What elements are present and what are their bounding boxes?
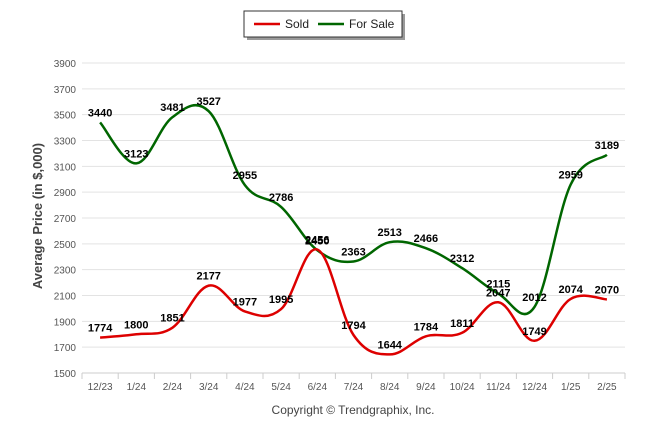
data-label-sold: 1784: [414, 321, 439, 333]
data-label-for-sale: 2786: [269, 192, 293, 204]
data-label-sold: 1749: [522, 326, 546, 338]
legend-label-for-sale: For Sale: [349, 17, 395, 31]
data-label-sold: 1644: [377, 339, 402, 351]
y-tick-label: 1500: [54, 369, 77, 380]
x-tick-label: 6/24: [308, 382, 328, 393]
data-label-for-sale: 2466: [414, 233, 438, 245]
y-tick-label: 3500: [54, 111, 77, 122]
data-label-for-sale: 2115: [486, 279, 510, 291]
x-tick-label: 12/24: [522, 382, 547, 393]
series-lines: [99, 103, 608, 356]
x-tick-label: 2/25: [597, 382, 617, 393]
y-tick-label: 1700: [54, 343, 77, 354]
legend-label-sold: Sold: [285, 17, 309, 31]
data-label-for-sale: 2012: [522, 292, 546, 304]
y-tick-label: 3900: [54, 59, 77, 70]
data-label-for-sale: 2450: [305, 235, 329, 247]
data-label-sold: 2456: [305, 235, 329, 247]
series-line-sold: [99, 248, 608, 356]
series-line-for-sale: [99, 103, 608, 316]
x-tick-label: 2/24: [163, 382, 183, 393]
x-tick-label: 3/24: [199, 382, 219, 393]
y-tick-label: 2100: [54, 292, 77, 303]
x-tick-label: 8/24: [380, 382, 400, 393]
grid-lines: [81, 62, 626, 379]
data-label-for-sale: 2959: [558, 170, 582, 182]
tick-labels: 1500 1700 1900 2100 2300 2500 2700 2900 3100 3300…: [54, 59, 617, 393]
copyright-credit: Copyright © Trendgraphix, Inc.: [272, 403, 435, 417]
y-tick-label: 1900: [54, 317, 77, 328]
x-tick-label: 12/23: [88, 382, 113, 393]
data-label-sold: 1800: [124, 319, 148, 331]
data-label-sold: 2070: [595, 284, 619, 296]
data-label-sold: 2047: [486, 287, 510, 299]
y-tick-label: 2300: [54, 266, 77, 277]
y-tick-label: 3100: [54, 162, 77, 173]
x-tick-label: 11/24: [486, 382, 511, 393]
y-tick-label: 3300: [54, 137, 77, 148]
y-tick-label: 2900: [54, 188, 77, 199]
data-label-sold: 1995: [269, 294, 293, 306]
data-label-for-sale: 3189: [595, 140, 619, 152]
y-tick-label: 2700: [54, 214, 77, 225]
data-label-sold: 1851: [160, 313, 184, 325]
x-tick-label: 10/24: [450, 382, 475, 393]
x-tick-label: 4/24: [235, 382, 255, 393]
data-labels: 3440 3123 3481 3527 2955 2786 2450 2363 2513 2466…: [88, 96, 619, 351]
data-label-for-sale: 3527: [196, 96, 220, 108]
data-label-for-sale: 2363: [341, 247, 365, 259]
y-tick-label: 3700: [54, 85, 77, 96]
x-tick-label: 1/24: [127, 382, 147, 393]
data-label-sold: 2177: [196, 271, 220, 283]
y-axis-title: Average Price (in $,000): [30, 143, 45, 289]
data-label-for-sale: 3440: [88, 107, 112, 119]
legend: Sold For Sale: [243, 10, 405, 40]
data-label-for-sale: 2312: [450, 253, 474, 265]
x-tick-label: 7/24: [344, 382, 364, 393]
data-label-sold: 1977: [233, 296, 257, 308]
x-tick-label: 1/25: [561, 382, 581, 393]
x-tick-label: 5/24: [271, 382, 291, 393]
data-label-sold: 1811: [450, 318, 474, 330]
data-label-sold: 1774: [88, 323, 113, 335]
data-label-for-sale: 3123: [124, 148, 148, 160]
data-label-for-sale: 2955: [233, 170, 257, 182]
data-label-sold: 1794: [341, 320, 366, 332]
y-tick-label: 2500: [54, 240, 77, 251]
data-label-sold: 2074: [558, 284, 583, 296]
data-label-for-sale: 2513: [377, 227, 401, 239]
x-tick-label: 9/24: [416, 382, 436, 393]
data-label-for-sale: 3481: [160, 102, 184, 114]
